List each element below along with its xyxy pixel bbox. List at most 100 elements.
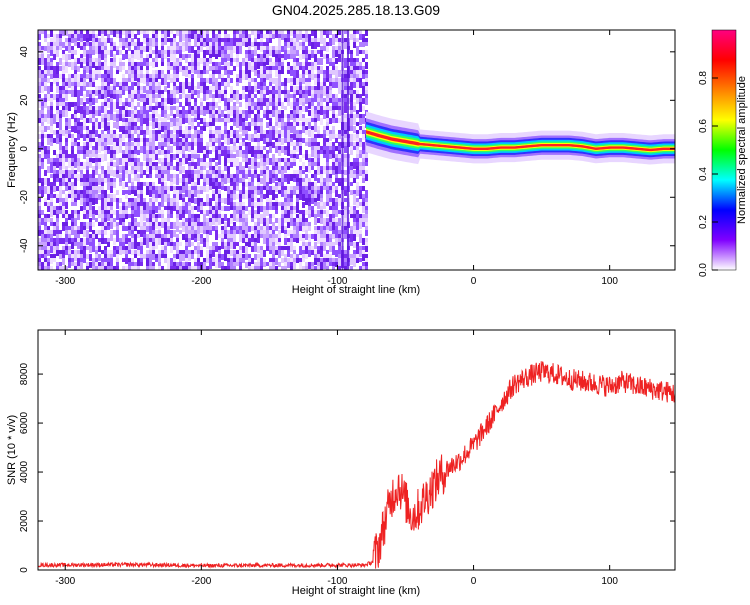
heatmap-cell	[251, 226, 254, 231]
heatmap-cell	[125, 162, 128, 166]
heatmap-cell	[272, 178, 275, 183]
heatmap-cell	[122, 66, 125, 70]
heatmap-cell	[236, 230, 239, 234]
heatmap-cell	[152, 222, 155, 226]
heatmap-cell	[53, 138, 56, 143]
heatmap-cell	[239, 230, 242, 234]
heatmap-cell	[77, 66, 80, 72]
heatmap-cell	[359, 50, 362, 54]
heatmap-cell	[116, 70, 119, 74]
heatmap-cell	[293, 158, 296, 162]
heatmap-cell	[338, 246, 341, 250]
heatmap-cell	[263, 194, 266, 199]
heatmap-cell	[119, 182, 122, 186]
heatmap-cell	[188, 178, 191, 184]
heatmap-cell	[101, 158, 104, 162]
heatmap-cell	[245, 54, 248, 58]
heatmap-cell	[44, 238, 47, 242]
heatmap-cell	[146, 238, 149, 242]
heatmap-cell	[164, 78, 167, 85]
heatmap-cell	[140, 222, 143, 226]
heatmap-cell	[140, 238, 143, 242]
heatmap-cell	[278, 114, 281, 118]
heatmap-cell	[56, 218, 59, 222]
heatmap-cell	[131, 102, 134, 109]
heatmap-cell	[362, 266, 365, 270]
heatmap-cell	[338, 90, 341, 94]
heatmap-cell	[146, 98, 149, 105]
heatmap-cell	[182, 150, 185, 154]
heatmap-cell	[332, 262, 335, 266]
heatmap-cell	[308, 142, 311, 147]
heatmap-cell	[98, 222, 101, 226]
heatmap-cell	[233, 130, 236, 134]
heatmap-cell	[266, 142, 269, 147]
heatmap-cell	[344, 198, 347, 202]
heatmap-cell	[44, 38, 47, 42]
heatmap-cell	[116, 234, 119, 238]
heatmap-cell	[206, 186, 209, 192]
heatmap-cell	[134, 154, 137, 158]
heatmap-cell	[236, 194, 239, 199]
heatmap-cell	[77, 102, 80, 106]
heatmap-cell	[179, 34, 182, 38]
heatmap-cell	[365, 82, 368, 86]
heatmap-cell	[89, 82, 92, 87]
heatmap-cell	[74, 218, 77, 222]
heatmap-cell	[317, 154, 320, 158]
heatmap-cell	[227, 150, 230, 154]
heatmap-cell	[275, 114, 278, 118]
snr-series-line	[38, 361, 675, 568]
heatmap-cell	[125, 226, 128, 231]
heatmap-cell	[89, 158, 92, 162]
heatmap-cell	[365, 90, 368, 94]
heatmap-cell	[95, 194, 98, 198]
heatmap-cell	[197, 142, 200, 146]
heatmap-cell	[152, 266, 155, 272]
heatmap-cell	[362, 162, 365, 166]
heatmap-cell	[239, 134, 242, 140]
heatmap-cell	[128, 214, 131, 218]
heatmap-cell	[176, 166, 179, 171]
heatmap-cell	[131, 242, 134, 249]
heatmap-cell	[359, 118, 362, 125]
heatmap-cell	[221, 206, 224, 211]
heatmap-cell	[281, 82, 284, 86]
heatmap-cell	[227, 254, 230, 258]
heatmap-cell	[137, 182, 140, 186]
heatmap-cell	[257, 186, 260, 190]
heatmap-cell	[155, 242, 158, 249]
heatmap-cell	[329, 98, 332, 103]
heatmap-cell	[194, 182, 197, 186]
heatmap-cell	[77, 142, 80, 146]
heatmap-cell	[119, 126, 122, 132]
heatmap-cell	[149, 90, 152, 94]
heatmap-cell	[107, 90, 110, 97]
heatmap-cell	[227, 258, 230, 262]
heatmap-cell	[134, 126, 137, 130]
heatmap-cell	[167, 166, 170, 170]
heatmap-cell	[290, 86, 293, 92]
heatmap-cell	[332, 258, 335, 262]
heatmap-cell	[206, 170, 209, 174]
heatmap-cell	[71, 174, 74, 179]
heatmap-cell	[248, 262, 251, 266]
heatmap-cell	[239, 150, 242, 157]
heatmap-cell	[287, 222, 290, 228]
heatmap-cell	[128, 86, 131, 90]
heatmap-cell	[146, 266, 149, 270]
heatmap-cell	[176, 234, 179, 238]
heatmap-cell	[362, 90, 365, 96]
heatmap-cell	[242, 62, 245, 66]
heatmap-cell	[83, 258, 86, 263]
heatmap-cell	[137, 66, 140, 70]
heatmap-cell	[212, 38, 215, 42]
heatmap-cell	[245, 98, 248, 102]
heatmap-cell	[59, 58, 62, 65]
heatmap-cell	[128, 202, 131, 208]
heatmap-cell	[344, 162, 347, 167]
heatmap-cell	[170, 246, 173, 253]
heatmap-cell	[113, 230, 116, 235]
heatmap-cell	[83, 238, 86, 242]
heatmap-cell	[311, 150, 314, 157]
